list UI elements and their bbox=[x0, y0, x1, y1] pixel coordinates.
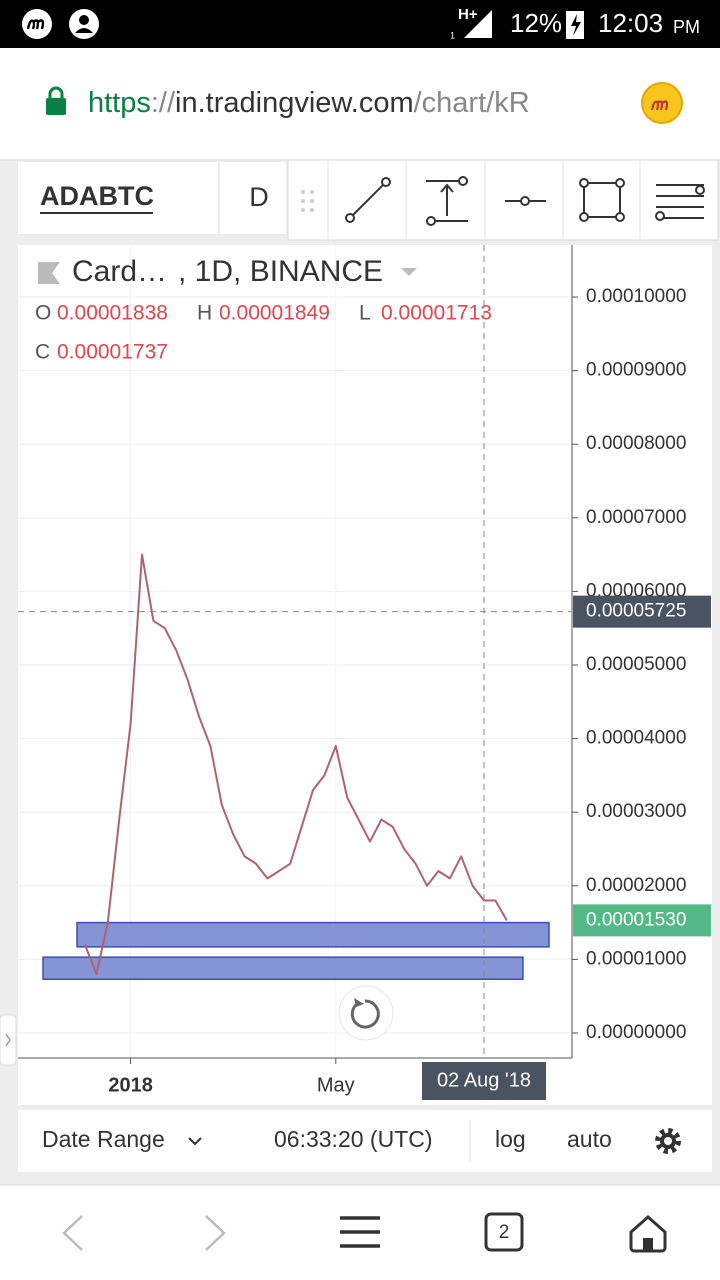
clock-time: 12:03 bbox=[598, 8, 663, 38]
reset-icon bbox=[354, 998, 364, 1007]
chart-title: Card… bbox=[72, 255, 167, 288]
y-tick-label: 0.00009000 bbox=[586, 360, 686, 381]
ohlc-name: O bbox=[35, 302, 51, 325]
menu-button[interactable] bbox=[340, 1216, 380, 1248]
chart: 0.00000000 0.00001000 0.00002000 0.00003000… bbox=[18, 245, 711, 1100]
y-tick-label: 0.00000000 bbox=[586, 1022, 686, 1043]
chart-subtitle: , 1D, BINANCE bbox=[178, 255, 383, 288]
forward-button[interactable] bbox=[205, 1215, 226, 1251]
tool-horizontal-line[interactable] bbox=[505, 196, 546, 206]
flag-icon bbox=[38, 262, 60, 284]
y-tick-label: 0.00010000 bbox=[586, 286, 686, 307]
y-tick-label: 0.00007000 bbox=[586, 507, 686, 528]
y-tick-label: 0.00003000 bbox=[586, 801, 686, 822]
crosshair-price-box bbox=[573, 595, 711, 628]
battery-charge bbox=[571, 14, 581, 36]
ohlc-name: C bbox=[35, 341, 50, 364]
profile-icon-glyph bbox=[75, 28, 93, 33]
ohlc-value: 0.00001838 bbox=[57, 302, 168, 325]
url-separator: :// bbox=[151, 87, 176, 119]
reset-button[interactable] bbox=[338, 985, 394, 1041]
drawing-toolbar bbox=[287, 159, 719, 241]
url-path: /chart/kR bbox=[414, 87, 530, 119]
utc-time: 06:33:20 (UTC) bbox=[274, 1126, 433, 1152]
symbol-box[interactable] bbox=[18, 162, 218, 234]
drag-handle bbox=[301, 190, 314, 212]
crosshair-price: 0.00005725 bbox=[586, 601, 686, 622]
tool-trendline[interactable] bbox=[345, 177, 391, 223]
battery-level: 12% bbox=[510, 8, 562, 38]
url[interactable]: https://in.tradingview.com/chart/kR bbox=[88, 87, 530, 119]
x-tick-label: May bbox=[317, 1074, 355, 1096]
price-line bbox=[84, 553, 508, 976]
ohlc-name: H bbox=[197, 302, 212, 325]
clock-ampm: PM bbox=[673, 17, 700, 37]
y-tick-label: 0.00005000 bbox=[586, 654, 686, 675]
tab-count: 2 bbox=[499, 1222, 510, 1243]
network-type: H+ bbox=[458, 6, 478, 23]
ohlc-value: 0.00001849 bbox=[219, 302, 330, 325]
price-zone bbox=[42, 956, 524, 981]
tool-rectangle[interactable] bbox=[579, 178, 625, 222]
x-tick-label: 2018 bbox=[108, 1074, 153, 1096]
lock-icon bbox=[48, 86, 64, 99]
home-button[interactable] bbox=[629, 1214, 667, 1253]
last-price: 0.00001530 bbox=[586, 909, 686, 930]
tool-dividers bbox=[327, 160, 641, 240]
signal-icon bbox=[464, 10, 492, 38]
side-tab[interactable] bbox=[0, 1014, 17, 1066]
ohlc-name: L bbox=[359, 302, 371, 325]
ohlc-value: 0.00001713 bbox=[381, 302, 492, 325]
date-range-chevron bbox=[188, 1137, 202, 1146]
home-door bbox=[643, 1238, 653, 1251]
url-scheme: https bbox=[88, 87, 151, 119]
tool-price-range[interactable] bbox=[426, 176, 468, 226]
y-tick-label: 0.00008000 bbox=[586, 433, 686, 454]
status-bar bbox=[0, 0, 720, 48]
ohlc-legend: O 0.00001838 H 0.00001849 L 0.00001713 C 0.0000… bbox=[35, 302, 492, 364]
tabs-button[interactable] bbox=[484, 1212, 524, 1252]
settings-icon[interactable] bbox=[655, 1128, 681, 1154]
date-range[interactable]: Date Range bbox=[42, 1126, 165, 1152]
network-sub: 1 bbox=[450, 30, 455, 40]
auto-toggle[interactable]: auto bbox=[567, 1126, 612, 1152]
log-toggle[interactable]: log bbox=[495, 1126, 526, 1152]
interval: D bbox=[249, 182, 269, 212]
extension-glyph bbox=[650, 100, 669, 111]
profile-icon-glyph bbox=[79, 15, 89, 25]
url-host: in.tradingview.com bbox=[175, 87, 414, 119]
tool-fib[interactable] bbox=[655, 184, 705, 221]
back-button[interactable] bbox=[62, 1215, 83, 1251]
price-zone bbox=[76, 921, 550, 948]
crosshair-date-box bbox=[422, 1062, 546, 1100]
last-price-box bbox=[573, 904, 711, 937]
y-tick-label: 0.00001000 bbox=[586, 948, 686, 969]
ohlc-value: 0.00001737 bbox=[57, 341, 168, 364]
y-tick-label: 0.00004000 bbox=[586, 728, 686, 749]
y-tick-label: 0.00002000 bbox=[586, 875, 686, 896]
reset-icon bbox=[350, 999, 380, 1029]
side-tab-arrow bbox=[5, 1033, 11, 1047]
symbol: ADABTC bbox=[40, 181, 154, 211]
app-icon-glyph bbox=[26, 19, 45, 30]
crosshair-date: 02 Aug '18 bbox=[437, 1069, 531, 1091]
title-dropdown[interactable] bbox=[401, 268, 417, 276]
lock-icon bbox=[46, 98, 66, 115]
chart-bottom-bar bbox=[18, 1110, 712, 1172]
interval-box[interactable] bbox=[220, 162, 286, 234]
